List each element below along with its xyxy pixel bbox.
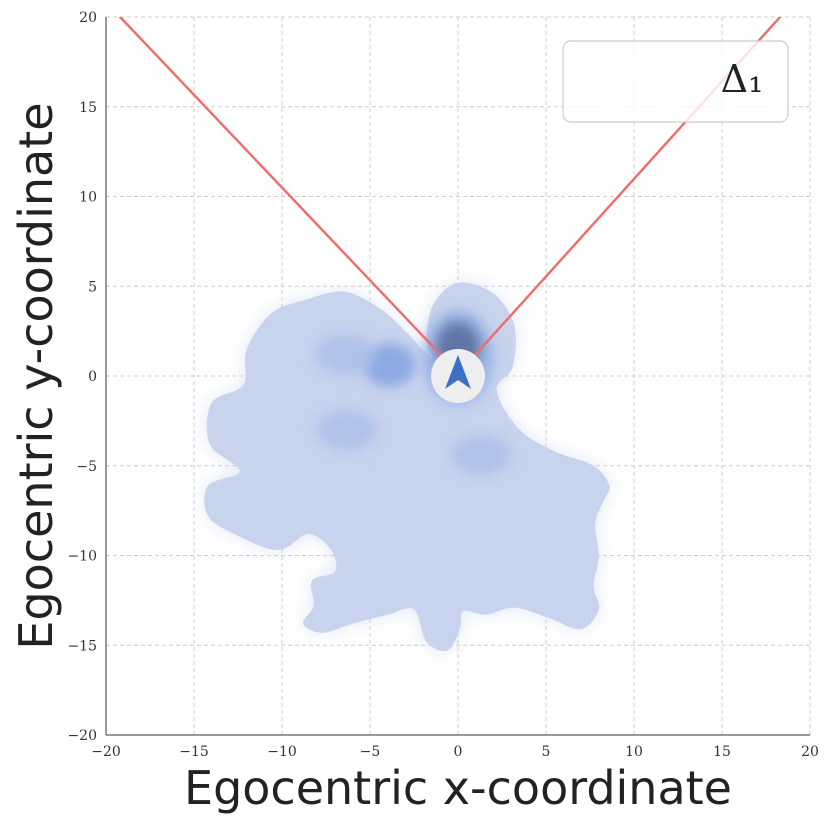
y-tick-label: 5 <box>88 279 97 295</box>
x-tick-label: −5 <box>360 744 381 760</box>
y-tick-labels: −20 −15 −10 −5 0 5 10 15 20 <box>67 10 97 744</box>
x-tick-label: 15 <box>713 744 731 760</box>
view-cone-left-ray <box>118 17 442 356</box>
density-hotspot <box>363 343 416 388</box>
x-axis-label: Egocentric x-coordinate <box>184 761 732 815</box>
y-tick-label: 20 <box>79 10 97 26</box>
density-region <box>204 282 610 652</box>
x-tick-label: 20 <box>801 744 819 760</box>
density-hotspot <box>315 334 376 375</box>
density-inner-shade <box>204 282 610 652</box>
y-tick-label: 0 <box>88 369 97 385</box>
x-tick-labels: −20 −15 −10 −5 0 5 10 15 20 <box>91 744 819 760</box>
axes-frame <box>105 17 810 736</box>
y-axis-label: Egocentric y-coordinate <box>9 102 63 649</box>
x-tick-label: 5 <box>542 744 551 760</box>
x-tick-label: 0 <box>454 744 463 760</box>
legend-box <box>562 40 789 123</box>
y-tick-label: 10 <box>79 190 97 206</box>
x-tick-label: −20 <box>91 744 121 760</box>
arrow-up-icon <box>445 355 471 389</box>
y-tick-label: −15 <box>67 638 97 654</box>
agent-marker <box>431 349 485 403</box>
x-tick-label: −10 <box>267 744 297 760</box>
y-tick-label: −5 <box>76 459 97 475</box>
x-tick-label: 10 <box>625 744 643 760</box>
y-tick-label: −10 <box>67 549 97 565</box>
legend-label: Δ₁ <box>721 57 764 101</box>
density-hotspot <box>317 409 378 450</box>
y-tick-label: 15 <box>79 100 97 116</box>
density-hotspot <box>450 434 511 475</box>
legend: Δ₁ <box>562 40 789 123</box>
x-tick-label: −15 <box>179 744 209 760</box>
y-tick-label: −20 <box>67 728 97 744</box>
